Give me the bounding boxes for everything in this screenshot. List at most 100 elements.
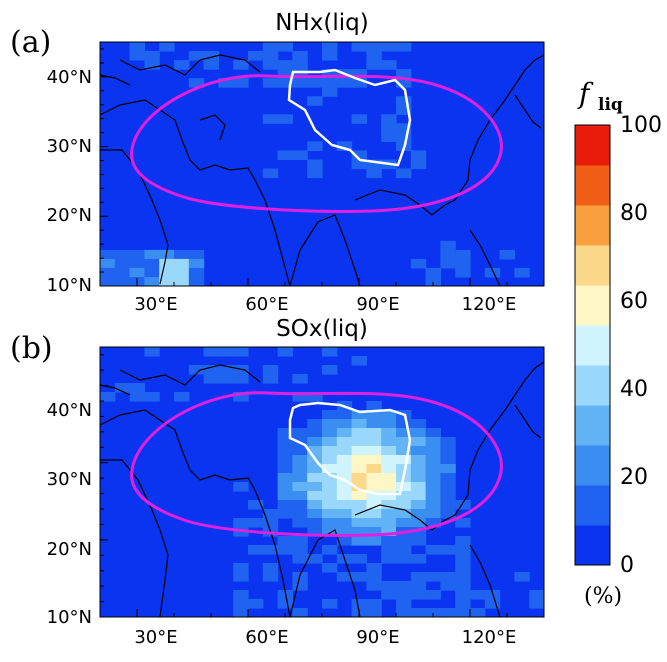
- field-cell: [396, 123, 412, 133]
- field-cell: [277, 60, 293, 70]
- field-cell: [366, 401, 382, 411]
- field-cell: [351, 437, 367, 447]
- field-cell: [277, 437, 293, 447]
- field-cell: [440, 240, 456, 251]
- field-cell: [144, 249, 160, 260]
- colorbar-swatch: [575, 405, 610, 446]
- field-cell: [203, 60, 219, 70]
- colorbar-label-60: 60: [620, 289, 648, 314]
- field-cell: [114, 267, 131, 278]
- field-cell: [396, 132, 412, 142]
- field-cell: [396, 42, 412, 52]
- panel-b-coastlines: [100, 361, 544, 617]
- field-cell: [322, 446, 338, 456]
- field-cell: [455, 554, 471, 564]
- field-cell: [440, 491, 456, 501]
- field-cell: [381, 419, 397, 429]
- field-cell: [292, 536, 308, 546]
- field-cell: [174, 249, 190, 260]
- field-cell: [381, 473, 397, 483]
- field-cell: [455, 581, 471, 591]
- panel-a-inner-contour: [287, 68, 412, 167]
- field-cell: [144, 60, 160, 70]
- field-cell: [322, 473, 338, 483]
- colorbar-unit: (%): [584, 584, 622, 609]
- field-cell: [322, 518, 338, 528]
- field-cell: [396, 437, 412, 447]
- field-cell: [336, 78, 353, 88]
- field-cell: [322, 419, 338, 429]
- colorbar: f liq 0 20 40 60 80 100 (%): [574, 77, 662, 609]
- field-cell: [425, 482, 441, 492]
- field-cell: [425, 608, 441, 617]
- field-cell: [307, 527, 323, 537]
- field-cell: [410, 500, 427, 510]
- field-cell: [174, 267, 190, 278]
- field-cell: [410, 159, 427, 170]
- field-cell: [396, 69, 412, 79]
- colorbar-swatch: [575, 205, 610, 246]
- field-cell: [455, 518, 471, 528]
- field-cell: [307, 509, 323, 519]
- field-cell: [455, 267, 471, 278]
- field-cell: [470, 590, 486, 600]
- field-cell: [322, 527, 338, 537]
- field-cell: [455, 536, 471, 546]
- field-cell: [307, 159, 323, 170]
- panel-a-title: NHx(liq): [275, 10, 368, 36]
- field-cell: [159, 258, 175, 269]
- field-cell: [470, 608, 486, 617]
- field-cell: [262, 374, 279, 384]
- field-cell: [410, 572, 427, 582]
- field-cell: [440, 258, 456, 269]
- colorbar-swatch: [575, 125, 610, 166]
- panel-b-letter: (b): [10, 331, 53, 366]
- field-cell: [410, 590, 427, 600]
- field-cell: [381, 482, 397, 492]
- field-cell: [322, 482, 338, 492]
- field-cell: [381, 410, 397, 420]
- field-cell: [292, 464, 308, 474]
- field-cell: [144, 392, 160, 402]
- field-cell: [381, 500, 397, 510]
- field-cell: [366, 410, 382, 420]
- field-cell: [144, 51, 160, 61]
- field-cell: [440, 482, 456, 492]
- field-cell: [425, 277, 441, 286]
- field-cell: [100, 258, 116, 269]
- field-cell: [218, 365, 234, 375]
- field-cell: [307, 554, 323, 564]
- field-cell: [129, 392, 145, 402]
- field-cell: [233, 60, 249, 70]
- colorbar-swatch: [575, 365, 610, 406]
- field-cell: [292, 518, 308, 528]
- field-cell: [336, 455, 353, 465]
- field-cell: [262, 168, 279, 179]
- panel-a-lon-label-120: 120°E: [462, 294, 517, 315]
- field-cell: [455, 258, 471, 269]
- field-cell: [351, 446, 367, 456]
- field-cell: [381, 581, 397, 591]
- field-cell: [262, 42, 279, 52]
- colorbar-swatches: [575, 125, 610, 566]
- field-cell: [351, 455, 367, 465]
- field-cell: [174, 258, 190, 269]
- field-cell: [277, 69, 293, 79]
- panel-a-lon-label-30: 30°E: [134, 294, 177, 315]
- field-cell: [322, 563, 338, 573]
- field-cell: [188, 78, 205, 88]
- field-cell: [410, 482, 427, 492]
- field-cell: [351, 482, 367, 492]
- field-cell: [100, 392, 116, 402]
- field-cell: [351, 69, 367, 79]
- field-cell: [351, 500, 367, 510]
- field-cell: [292, 581, 308, 591]
- field-cell: [336, 536, 353, 546]
- field-cell: [366, 168, 382, 179]
- field-cell: [292, 374, 308, 384]
- field-cell: [277, 599, 293, 609]
- panel-b-lon-label-30: 30°E: [134, 627, 177, 648]
- field-cell: [262, 509, 279, 519]
- field-cell: [233, 482, 249, 492]
- field-cell: [292, 482, 308, 492]
